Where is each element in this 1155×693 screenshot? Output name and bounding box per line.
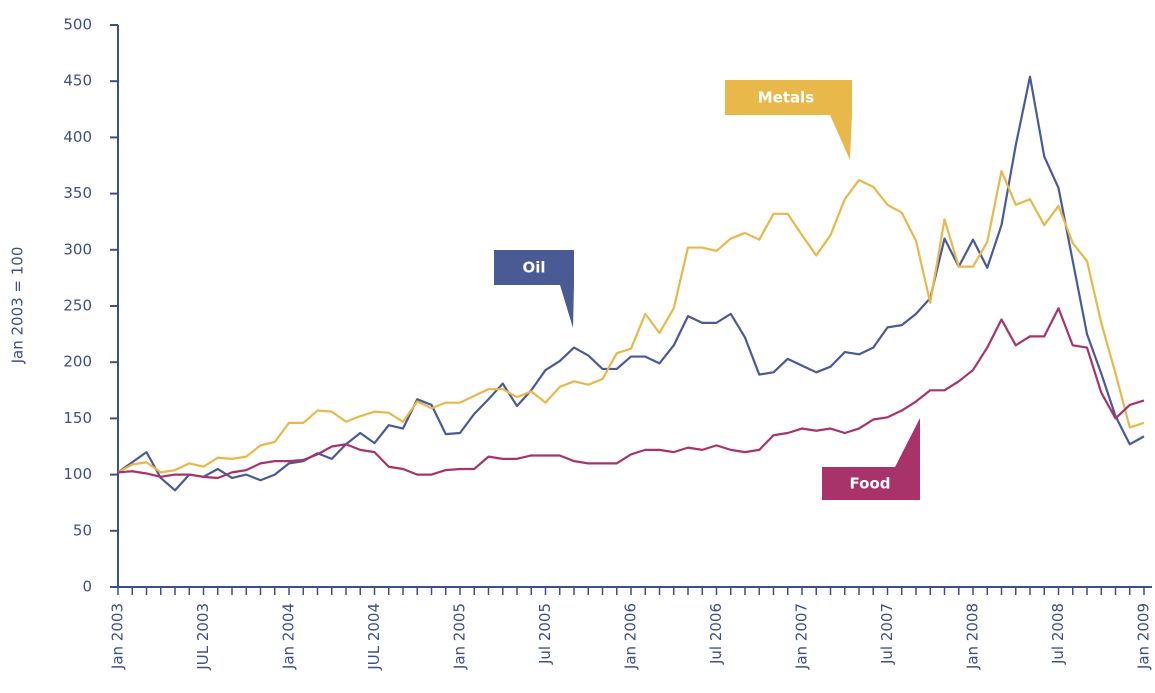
y-tick-label: 300 (63, 240, 92, 258)
x-tick-label: Jul 2005 (536, 603, 554, 665)
x-tick-label: Jul 2008 (1049, 603, 1067, 665)
line-series (117, 307, 1145, 480)
x-tick-label: JUL 2004 (365, 603, 383, 671)
callout: Oil (494, 250, 574, 328)
y-tick-label: 100 (63, 465, 92, 483)
y-tick-label: 50 (73, 521, 92, 539)
y-tick-label: 0 (82, 578, 92, 596)
callout-box (725, 80, 852, 160)
x-tick-label: JUL 2003 (194, 603, 212, 671)
y-tick-label: 400 (63, 128, 92, 146)
callout-box (822, 418, 920, 500)
x-tick-label: Jul 2007 (878, 603, 896, 665)
callout-box (494, 250, 574, 328)
callout-label: Food (850, 475, 891, 493)
y-tick-label: 250 (63, 297, 92, 315)
x-tick-label: Jan 2003 (109, 603, 127, 670)
callout-label: Oil (522, 259, 545, 277)
y-tick-label: 500 (63, 16, 92, 34)
callout-label: Metals (758, 89, 815, 107)
line-series (117, 170, 1145, 474)
callout: Food (822, 418, 920, 500)
callout: Metals (725, 80, 852, 160)
x-tick-label: Jul 2006 (707, 603, 725, 665)
x-tick-label: Jan 2006 (622, 603, 640, 670)
x-tick-label: Jan 2007 (793, 603, 811, 670)
x-tick-label: Jan 2005 (451, 603, 469, 670)
y-tick-label: 350 (63, 184, 92, 202)
y-tick-label: 450 (63, 72, 92, 90)
y-axis-label: Jan 2003 = 100 (9, 247, 27, 365)
x-tick-label: Jan 2004 (280, 603, 298, 670)
line-series (117, 75, 1145, 492)
y-tick-label: 200 (63, 353, 92, 371)
x-tick-label: Jan 2009 (1135, 603, 1153, 670)
y-tick-label: 150 (63, 409, 92, 427)
x-tick-label: Jan 2008 (964, 603, 982, 670)
